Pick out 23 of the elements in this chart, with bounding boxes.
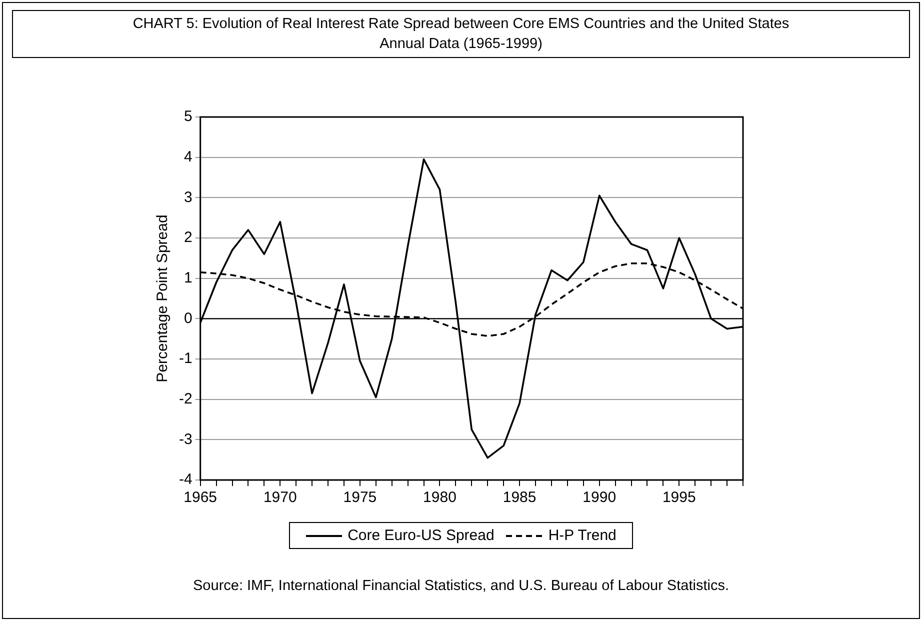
y-tick-label: -2 <box>178 390 192 408</box>
y-tick-label: 5 <box>184 108 192 126</box>
x-tick-label: 1990 <box>582 489 616 506</box>
chart-subtitle: Annual Data (1965-1999) <box>378 35 544 54</box>
chart-title: CHART 5: Evolution of Real Interest Rate Spread between Core EMS Countries and the United States <box>132 15 790 34</box>
legend-label: H-P Trend <box>548 527 616 544</box>
x-tick-label: 1970 <box>263 489 297 506</box>
y-tick-label: -1 <box>178 350 192 368</box>
x-tick-label: 1980 <box>423 489 456 506</box>
y-tick-label: -3 <box>178 430 192 448</box>
y-tick-label: -4 <box>178 471 192 488</box>
x-tick-label: 1975 <box>343 489 377 506</box>
y-tick-label: 3 <box>184 188 192 206</box>
source-note: Source: IMF, International Financial Statistics, and U.S. Bureau of Labour Statistics. <box>192 578 730 594</box>
x-tick-label: 1985 <box>502 489 536 506</box>
legend-label: Core Euro-US Spread <box>348 527 494 544</box>
y-axis-title: Percentage Point Spread <box>154 214 172 382</box>
y-tick-label: 4 <box>184 148 192 166</box>
x-tick-label: 1965 <box>184 489 218 506</box>
y-tick-label: 2 <box>184 229 192 246</box>
y-tick-label: 1 <box>184 269 192 286</box>
y-tick-label: 0 <box>184 310 192 327</box>
x-tick-label: 1995 <box>662 489 696 506</box>
